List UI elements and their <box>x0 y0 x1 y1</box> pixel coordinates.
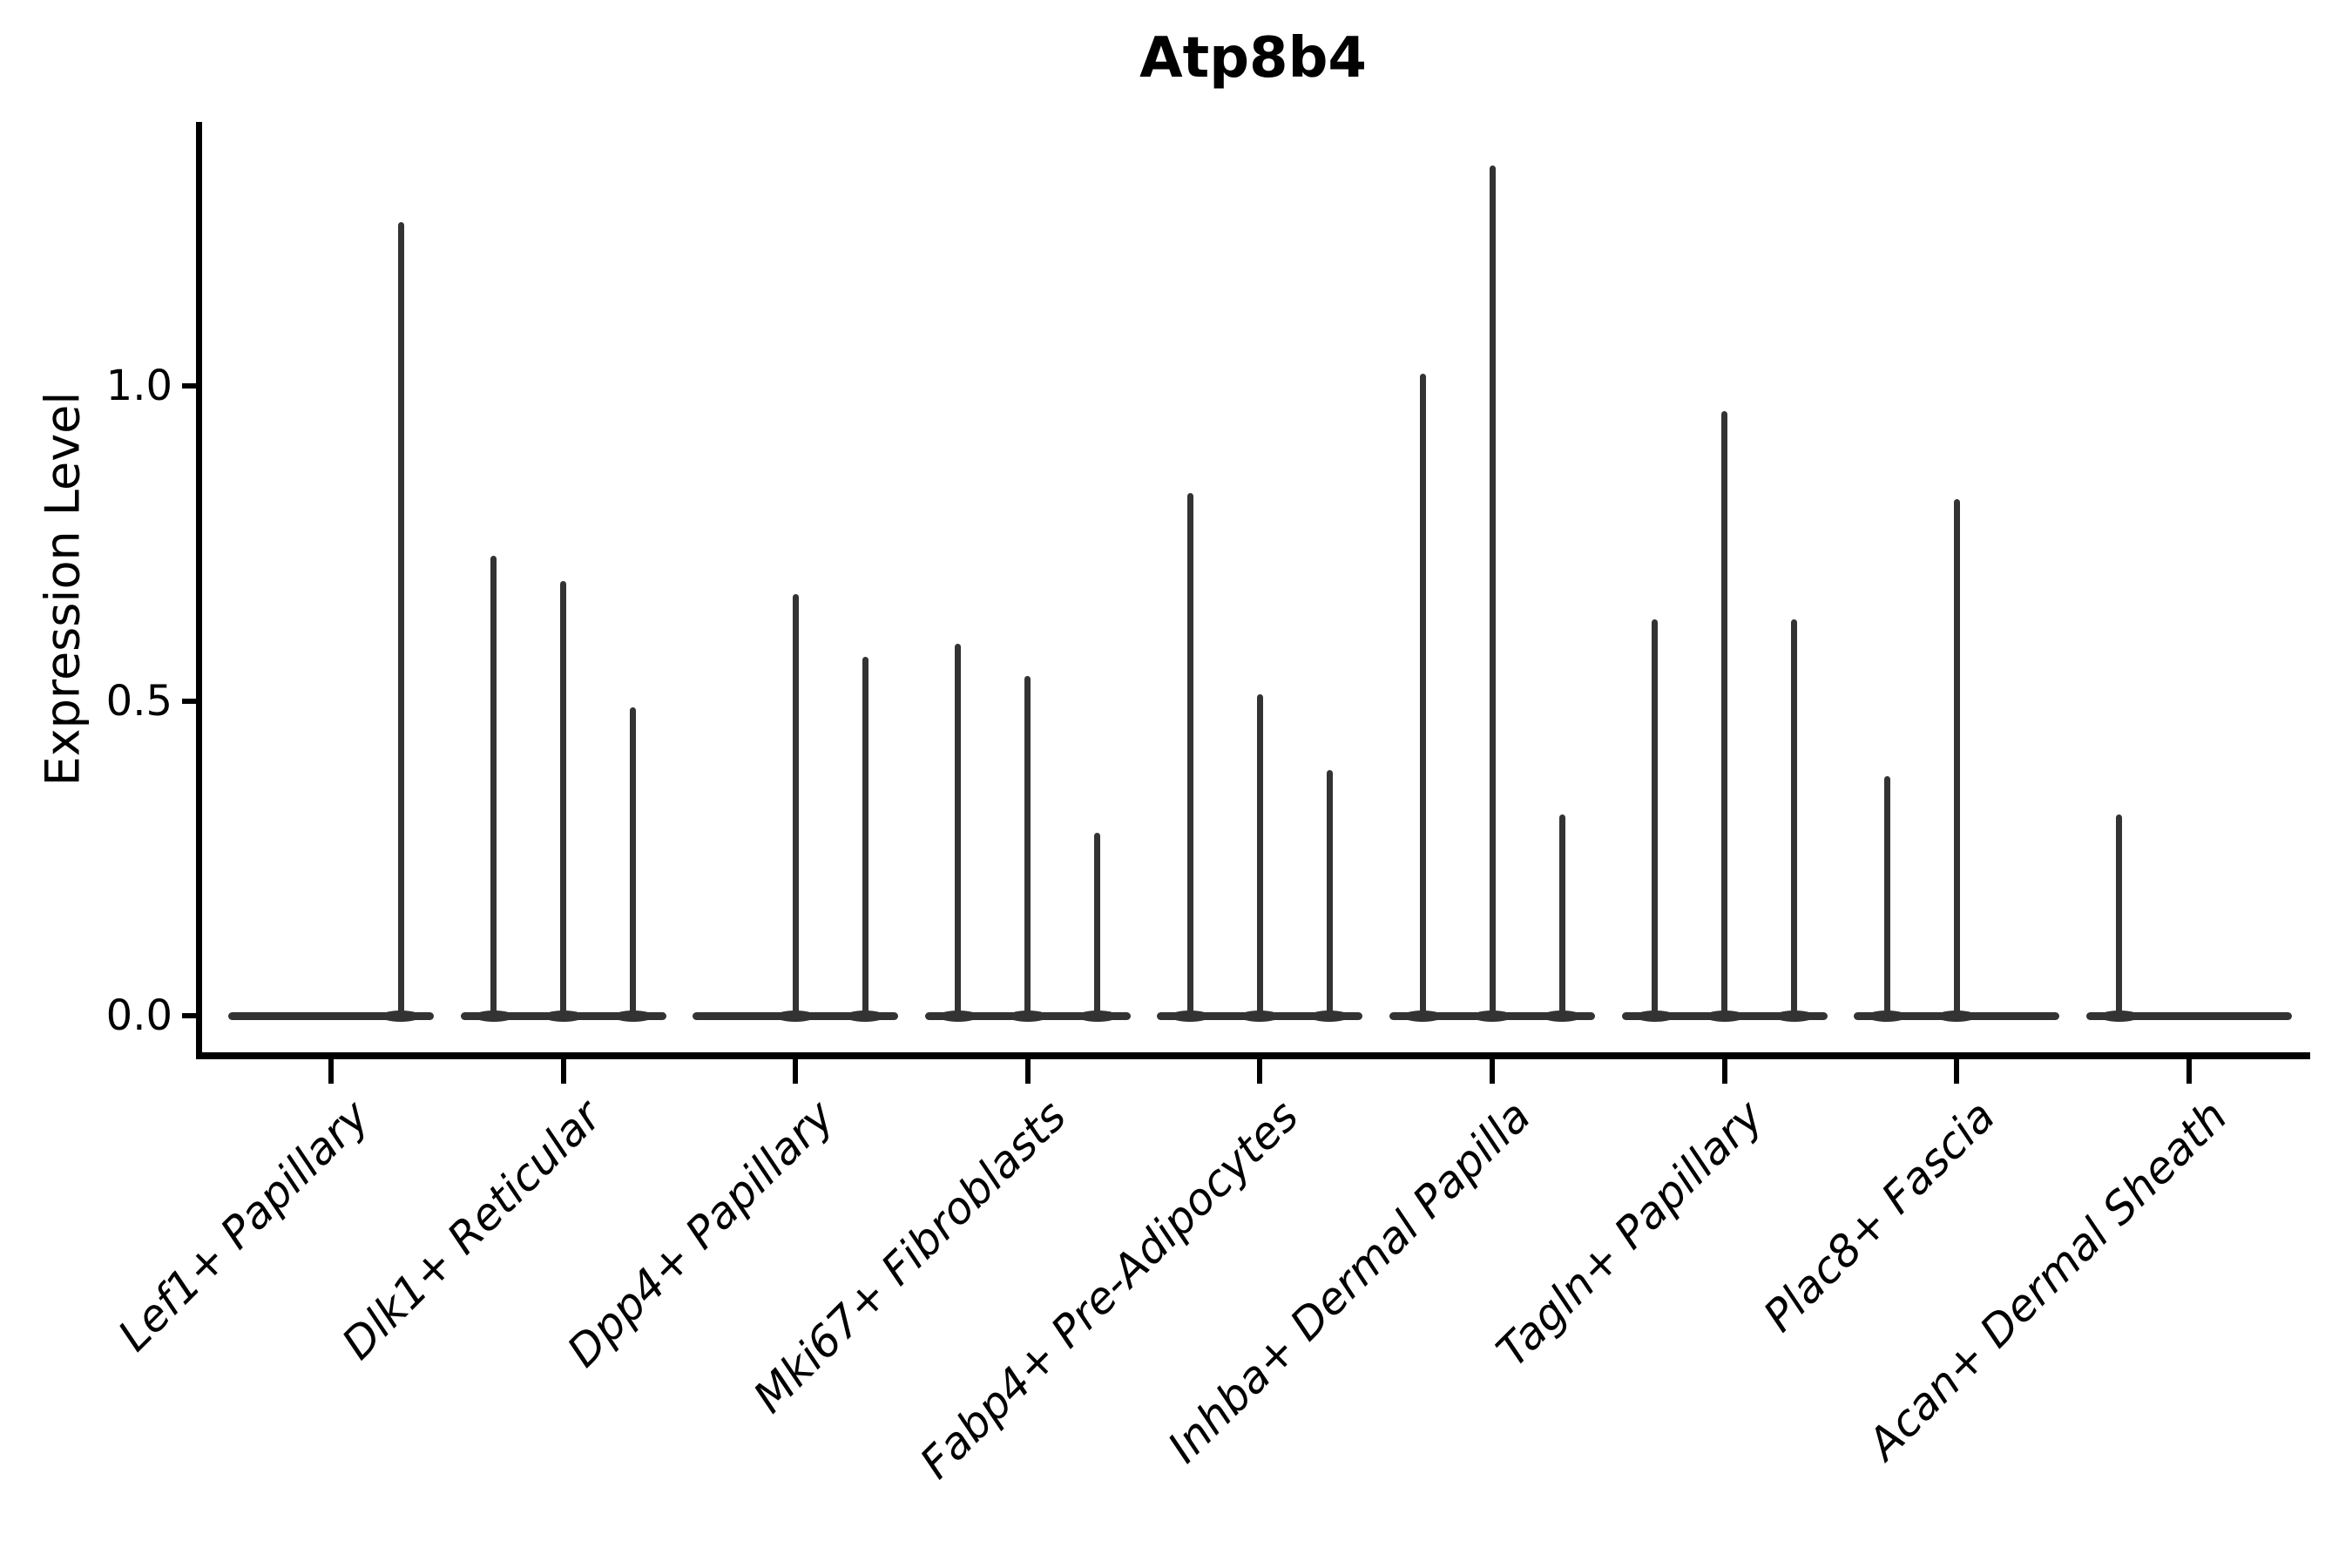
y-tick-mark <box>182 1013 196 1018</box>
violin-spike <box>1256 694 1263 1020</box>
violin-spike <box>2116 814 2123 1020</box>
x-tick-label: Plac8+ Fascia <box>1754 1091 2005 1342</box>
x-tick-mark <box>1490 1059 1495 1084</box>
violin-spike <box>1721 410 1728 1020</box>
violin-spike <box>490 556 497 1020</box>
x-tick-mark <box>1024 1059 1031 1084</box>
violin-baseline <box>2085 1011 2292 1020</box>
y-tick-label: 0.5 <box>105 676 172 726</box>
violin-spike <box>1419 373 1426 1020</box>
violin-spike <box>1652 618 1659 1020</box>
x-tick-label: Fabp4+ Pre-Adipocytes <box>909 1091 1308 1489</box>
x-tick-mark <box>1721 1059 1727 1084</box>
y-axis-line <box>196 122 202 1059</box>
y-axis-label: Expression Level <box>35 391 91 787</box>
x-tick-mark <box>328 1059 334 1084</box>
violin-spike <box>1326 770 1333 1020</box>
violin-spike <box>1883 776 1890 1020</box>
violin-spike <box>862 656 868 1020</box>
violin-spike <box>1489 165 1496 1020</box>
violin-spike <box>630 706 637 1020</box>
x-tick-mark <box>560 1059 566 1084</box>
violin-spike <box>1024 675 1031 1020</box>
x-axis-line <box>196 1052 2310 1059</box>
violin-spike <box>1791 618 1798 1020</box>
violin-spike <box>955 644 962 1020</box>
x-tick-label: Dlk1+ Reticular <box>332 1091 612 1369</box>
violin-spike <box>1094 833 1101 1020</box>
x-tick-mark <box>1954 1059 1960 1084</box>
y-tick-mark <box>182 383 196 389</box>
x-tick-mark <box>2186 1059 2192 1084</box>
x-tick-mark <box>793 1059 799 1084</box>
violin-spike <box>1953 499 1960 1020</box>
violin-spike <box>397 222 404 1020</box>
violin-spike <box>792 593 799 1020</box>
x-tick-mark <box>1257 1059 1263 1084</box>
violin-baseline <box>228 1011 434 1020</box>
y-tick-label: 0.0 <box>105 991 172 1040</box>
y-tick-label: 1.0 <box>105 362 172 410</box>
violin-spike <box>1186 492 1193 1020</box>
chart-title: Atp8b4 <box>1139 26 1367 91</box>
violin-spike <box>560 581 567 1020</box>
y-tick-mark <box>182 698 196 704</box>
violin-spike <box>1558 814 1565 1020</box>
x-tick-label: Lef1+ Papillary <box>108 1091 380 1362</box>
